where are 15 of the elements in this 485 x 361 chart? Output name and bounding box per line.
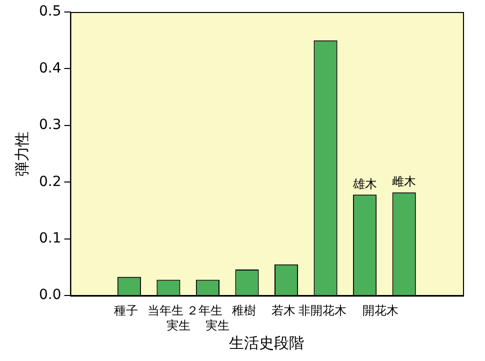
y-tick-label: 0.2 bbox=[39, 174, 62, 190]
x-axis-title: 生活史段階 bbox=[229, 334, 304, 352]
y-tick-label: 0.4 bbox=[39, 60, 62, 76]
x-tick-label: 雌木 bbox=[392, 174, 416, 188]
text: 開花木 bbox=[362, 304, 398, 318]
y-tick-label: 0.0 bbox=[39, 287, 62, 304]
x-tick-label: 雄木 bbox=[352, 176, 377, 191]
x-tick-label: 非開花木 bbox=[298, 304, 347, 318]
y-axis-title: 弾力性 bbox=[12, 131, 31, 176]
x-tick-label: 稚樹 bbox=[232, 304, 256, 318]
y-tick-label: 0.3 bbox=[39, 117, 62, 134]
y-tick-label: 0.1 bbox=[39, 230, 62, 247]
x-tick-label: 種子 bbox=[114, 304, 138, 318]
y-tick-label: 0.5 bbox=[39, 4, 62, 20]
x-tick-label: 若木 bbox=[271, 304, 296, 318]
